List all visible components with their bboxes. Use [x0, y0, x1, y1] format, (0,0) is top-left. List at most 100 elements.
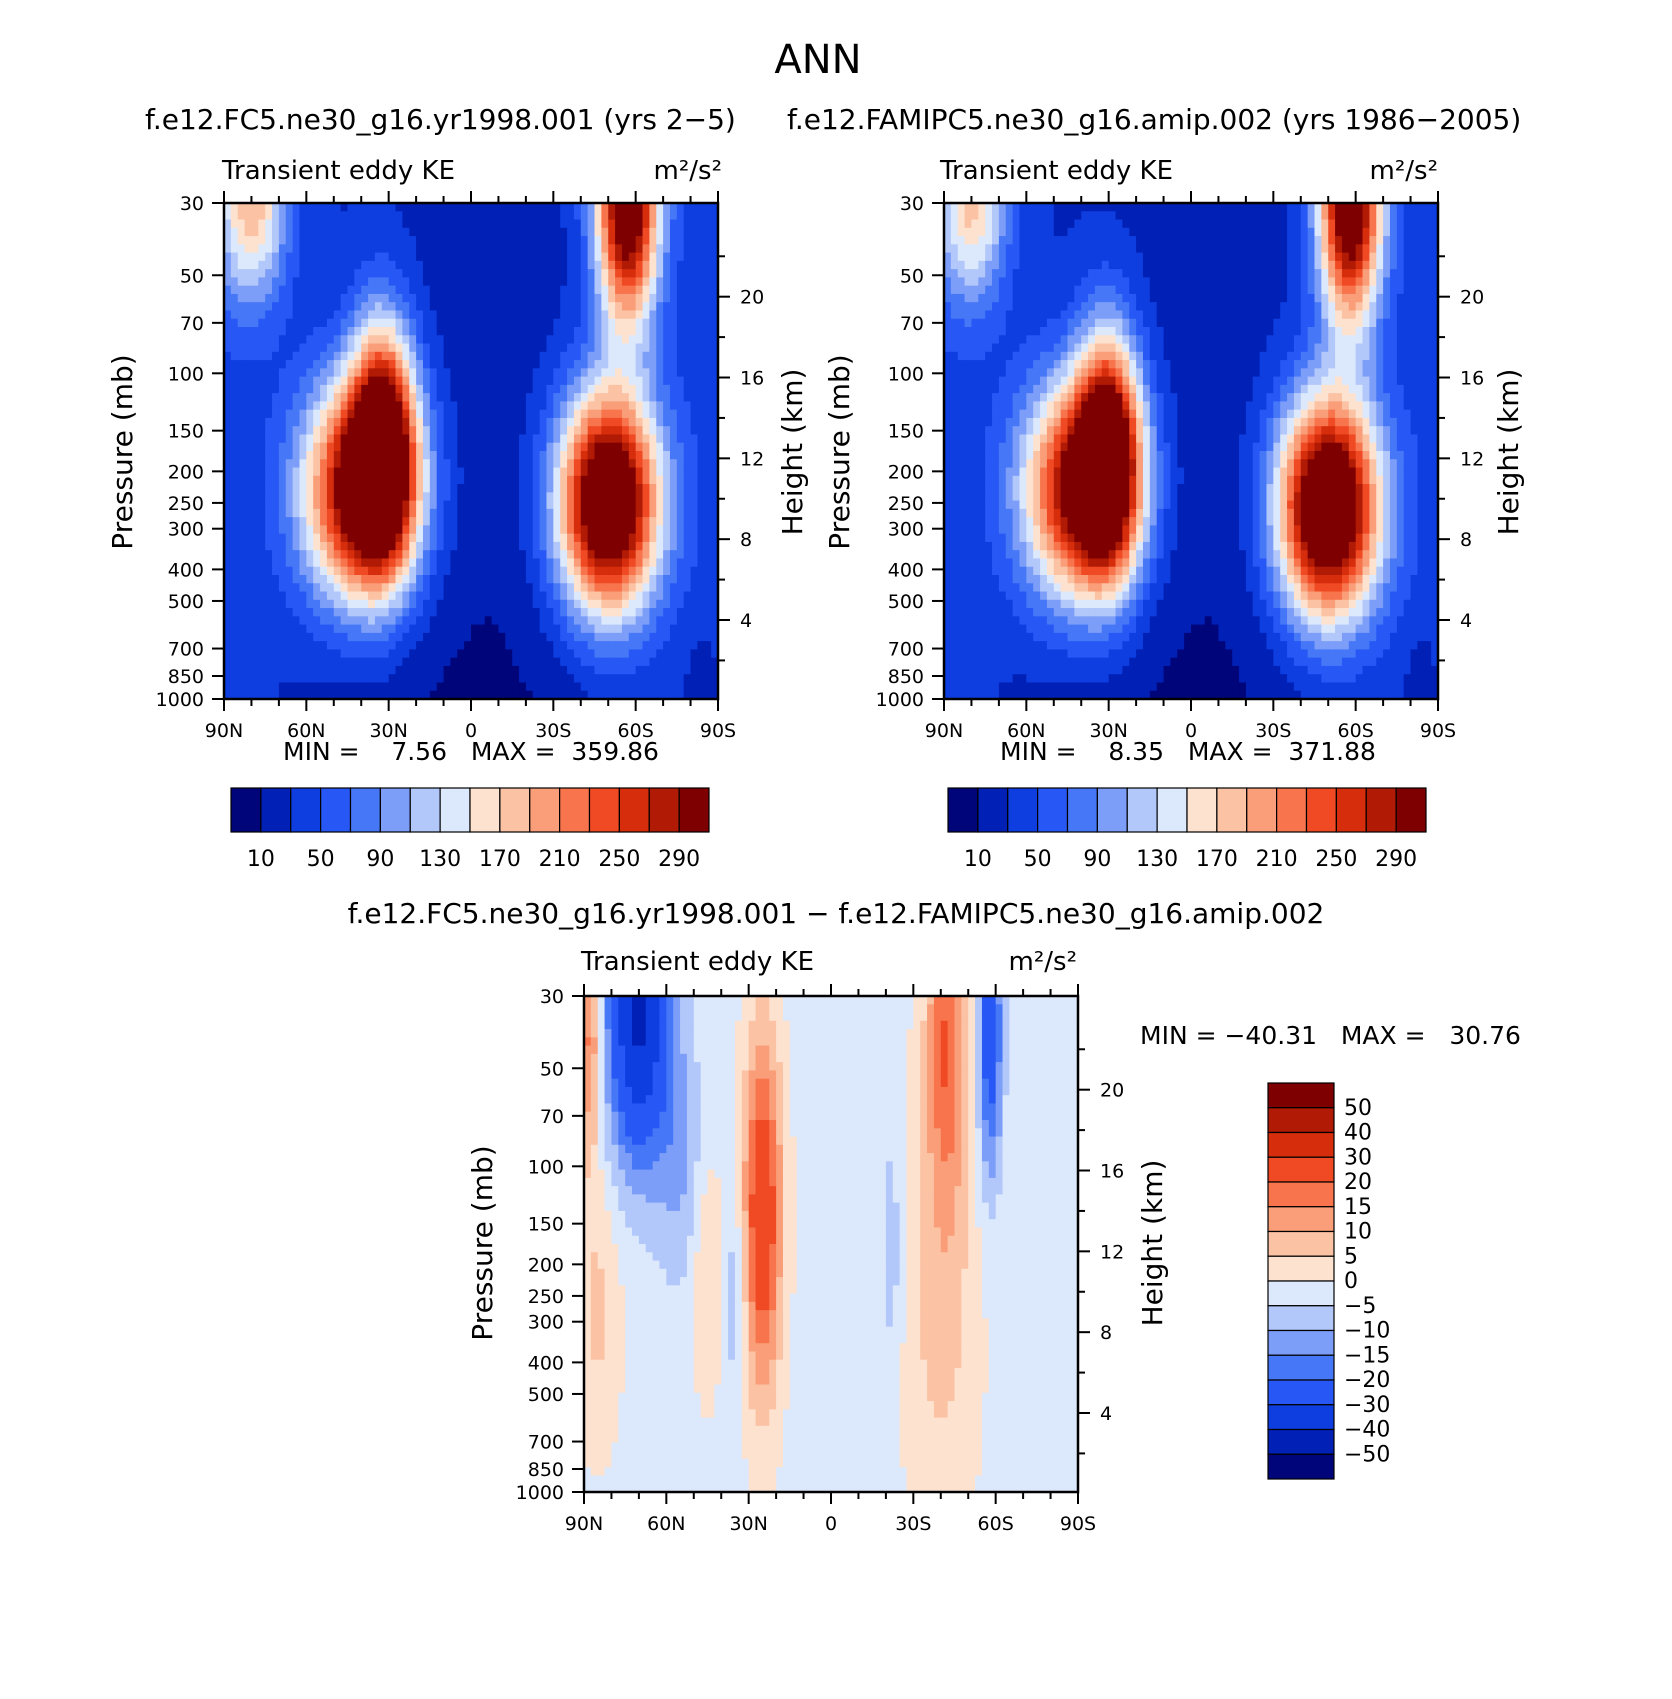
heatmap-cell	[450, 583, 458, 593]
heatmap-cell	[333, 269, 342, 278]
heatmap-cell	[567, 500, 575, 510]
heatmap-cell	[656, 649, 664, 659]
heatmap-cell	[505, 475, 513, 485]
heatmap-cell	[505, 624, 513, 634]
heatmap-cell	[368, 285, 376, 295]
heatmap-cell	[546, 649, 554, 659]
heatmap-cell	[237, 616, 246, 626]
heatmap-cell	[608, 318, 616, 328]
heatmap-cell	[224, 484, 232, 493]
heatmap-cell	[1328, 252, 1336, 262]
heatmap-cell	[615, 566, 623, 576]
heatmap-cell	[1218, 219, 1226, 229]
heatmap-cell	[669, 641, 678, 650]
heatmap-cell	[690, 624, 699, 634]
heatmap-cell	[642, 409, 650, 419]
heatmap-cell	[477, 434, 486, 444]
heatmap-cell	[320, 219, 328, 229]
heatmap-cell	[230, 393, 239, 402]
heatmap-cell	[1280, 219, 1288, 229]
heatmap-cell	[1060, 203, 1069, 212]
heatmap-cell	[354, 665, 362, 675]
heatmap-cell	[669, 376, 678, 386]
heatmap-cell	[457, 467, 465, 477]
heatmap-cell	[573, 484, 582, 493]
heatmap-cell	[1403, 252, 1412, 262]
heatmap-cell	[567, 426, 575, 436]
heatmap-cell	[690, 541, 699, 551]
heatmap-cell	[320, 244, 328, 254]
heatmap-cell	[525, 236, 534, 245]
heatmap-cell	[484, 244, 493, 254]
heatmap-cell	[690, 269, 699, 278]
heatmap-cell	[409, 260, 417, 270]
heatmap-cell	[422, 533, 431, 543]
heatmap-cell	[409, 393, 417, 402]
heatmap-cell	[409, 285, 417, 295]
heatmap-cell	[505, 558, 513, 568]
heatmap-cell	[464, 575, 472, 584]
heatmap-cell	[711, 674, 719, 684]
heatmap-cell	[409, 649, 417, 659]
heatmap-cell	[553, 599, 561, 609]
heatmap-cell	[251, 409, 259, 419]
heatmap-cell	[663, 335, 671, 345]
heatmap-cell	[580, 293, 589, 303]
heatmap-cell	[587, 351, 596, 361]
heatmap-cell	[251, 293, 259, 303]
heatmap-cell	[450, 525, 458, 535]
heatmap-cell	[621, 409, 630, 419]
heatmap-cell	[601, 484, 609, 493]
heatmap-cell	[553, 211, 561, 221]
heatmap-cell	[1067, 211, 1075, 221]
heatmap-cell	[621, 285, 630, 295]
heatmap-cell	[649, 665, 657, 675]
heatmap-cell	[615, 624, 623, 634]
heatmap-cell	[628, 517, 637, 526]
heatmap-cell	[532, 409, 541, 419]
heatmap-cell	[594, 533, 602, 543]
heatmap-cell	[532, 434, 541, 444]
heatmap-cell	[443, 401, 452, 411]
heatmap-cell	[628, 277, 637, 287]
heatmap-cell	[1033, 252, 1041, 262]
heatmap-cell	[711, 277, 719, 287]
heatmap-cell	[416, 401, 424, 411]
heatmap-cell	[320, 624, 328, 634]
heatmap-cell	[374, 426, 383, 436]
heatmap-cell	[388, 277, 397, 287]
heatmap-cell	[477, 442, 486, 452]
heatmap-cell	[244, 269, 253, 278]
heatmap-cell	[594, 616, 602, 626]
heatmap-cell	[368, 616, 376, 626]
heatmap-cell	[663, 211, 671, 221]
heatmap-cell	[587, 417, 596, 427]
heatmap-cell	[553, 591, 561, 601]
heatmap-cell	[272, 566, 280, 576]
heatmap-cell	[464, 525, 472, 535]
heatmap-cell	[608, 236, 616, 245]
heatmap-cell	[450, 401, 458, 411]
heatmap-cell	[580, 269, 589, 278]
heatmap-cell	[237, 393, 246, 402]
heatmap-cell	[690, 244, 699, 254]
heatmap-cell	[429, 376, 438, 386]
heatmap-cell	[628, 690, 637, 700]
heatmap-cell	[272, 649, 280, 659]
heatmap-cell	[354, 277, 362, 287]
heatmap-cell	[1101, 219, 1110, 229]
heatmap-cell	[1328, 227, 1336, 237]
heatmap-cell	[950, 211, 959, 221]
heatmap-cell	[484, 682, 493, 692]
heatmap-cell	[347, 500, 355, 510]
heatmap-cell	[1369, 211, 1377, 221]
heatmap-cell	[532, 550, 541, 560]
heatmap-cell	[320, 541, 328, 551]
heatmap-cell	[1335, 203, 1343, 212]
heatmap-cell	[676, 641, 685, 650]
heatmap-cell	[340, 393, 349, 402]
heatmap-cell	[416, 467, 424, 477]
heatmap-cell	[553, 442, 561, 452]
heatmap-cell	[669, 417, 678, 427]
heatmap-cell	[368, 649, 376, 659]
